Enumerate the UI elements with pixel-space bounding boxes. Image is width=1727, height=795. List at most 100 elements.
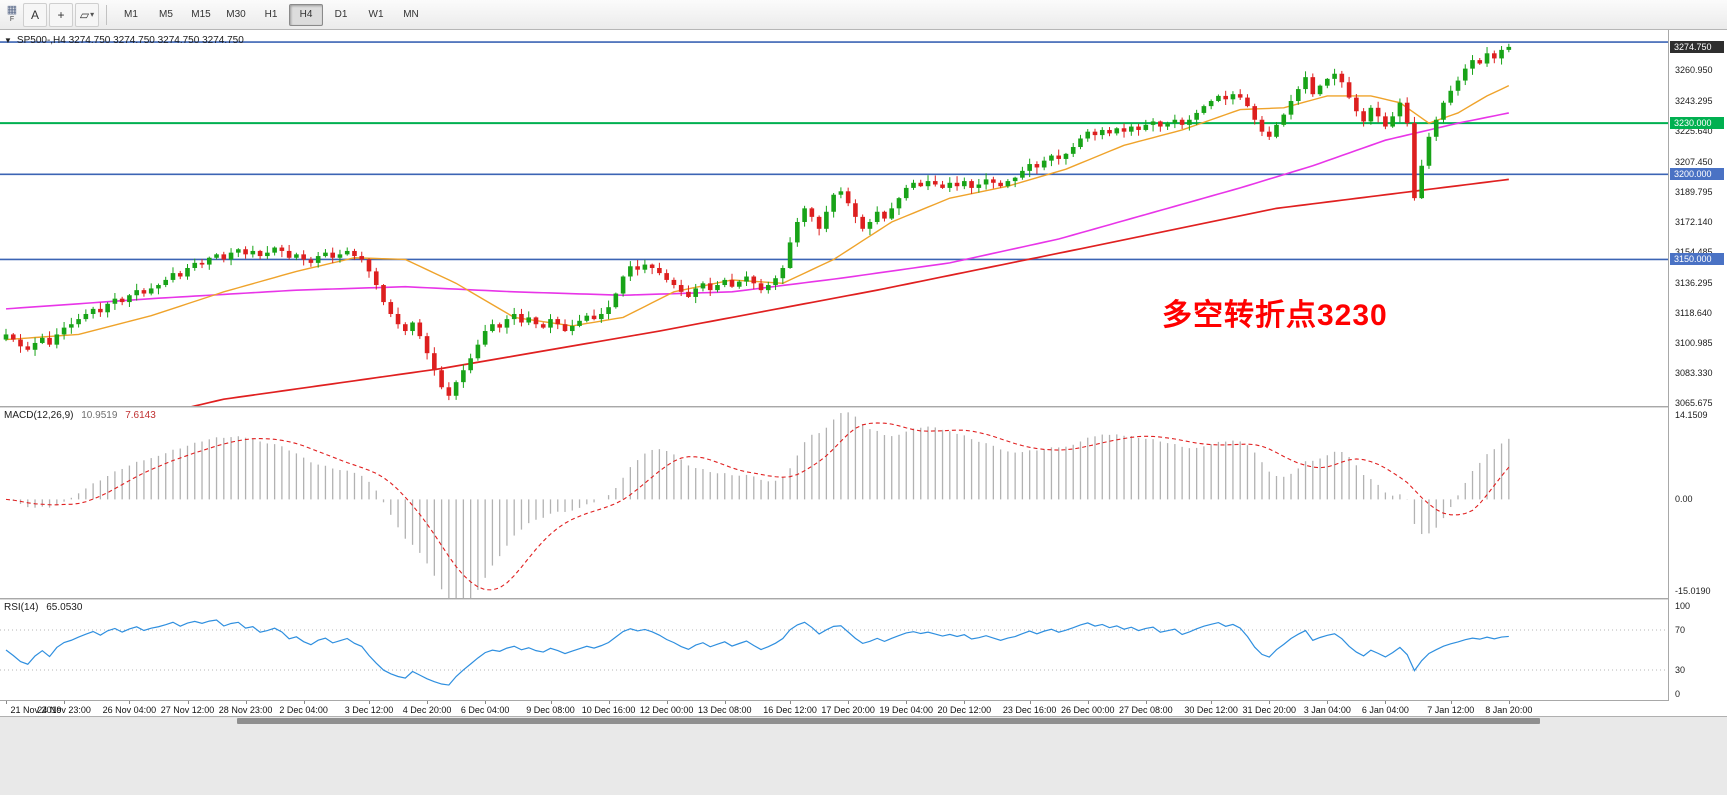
- time-label: 23 Dec 16:00: [1002, 705, 1057, 715]
- horizontal-scrollbar-thumb[interactable]: [237, 718, 1540, 724]
- text-label-icon: A: [30, 7, 39, 22]
- price-pane[interactable]: ▼ SP500-,H4 3274.750 3274.750 3274.750 3…: [0, 32, 1668, 406]
- time-tick: [1269, 701, 1271, 704]
- time-tick: [906, 701, 908, 704]
- chart-window[interactable]: ▼ SP500-,H4 3274.750 3274.750 3274.750 3…: [0, 30, 1727, 716]
- time-label: 21 Nov 2019: [10, 705, 62, 715]
- rsi-name: RSI(14): [4, 602, 39, 613]
- time-label: 10 Dec 16:00: [581, 705, 636, 715]
- time-tick: [550, 701, 552, 704]
- scale-label: 3154.485: [1675, 246, 1713, 257]
- pane-separator[interactable]: [0, 598, 1727, 600]
- time-label: 2 Dec 04:00: [279, 705, 328, 715]
- timeframe-d1-button[interactable]: D1: [334, 9, 348, 20]
- symbol-header: ▼ SP500-,H4 3274.750 3274.750 3274.750 3…: [4, 35, 244, 46]
- time-tick: [187, 701, 189, 704]
- time-tick: [1029, 701, 1031, 704]
- price-tag: 3150.000: [1670, 253, 1724, 266]
- timeframe-mn-button[interactable]: MN: [403, 9, 419, 20]
- time-label: 28 Nov 23:00: [218, 705, 273, 715]
- toolbar: ▦ F A + ▱ ▾ M1 M5 M15 M30 H1 H4 D1 W1 MN: [0, 0, 1727, 30]
- timeframe-m30-button[interactable]: M30: [226, 9, 246, 20]
- rsi-canvas: [0, 619, 1668, 686]
- time-label: 16 Dec 12:00: [763, 705, 817, 715]
- time-label: 3 Dec 12:00: [344, 705, 394, 715]
- time-tick: [427, 701, 429, 704]
- time-label: 17 Dec 20:00: [821, 705, 875, 715]
- rsi-pane[interactable]: RSI(14) 65.0530: [0, 600, 1668, 700]
- scale-label: 3065.675: [1675, 398, 1713, 409]
- time-tick: [129, 701, 131, 704]
- time-label: 7 Jan 12:00: [1427, 705, 1475, 715]
- scale-label: 3118.640: [1675, 307, 1712, 318]
- scale-label: 100: [1675, 601, 1691, 611]
- timeframe-w1-button[interactable]: W1: [368, 9, 384, 20]
- macd-pane[interactable]: MACD(12,26,9) 10.9519 7.6143: [0, 408, 1668, 598]
- scale-label: 3100.985: [1675, 337, 1713, 348]
- bottom-strip: [0, 716, 1727, 795]
- time-tick: [666, 701, 668, 704]
- timeframe-m15-button[interactable]: M15: [191, 9, 211, 20]
- chevron-down-icon: ▾: [90, 10, 95, 19]
- time-tick: [1087, 701, 1089, 704]
- macd-signal-value: 7.6143: [125, 410, 156, 421]
- time-tick: [303, 701, 305, 704]
- pane-separator[interactable]: [0, 406, 1727, 408]
- time-label: 13 Dec 08:00: [697, 705, 752, 715]
- time-tick: [485, 701, 487, 704]
- price-scale-border: [1668, 30, 1669, 701]
- time-label: 24 Nov 23:00: [37, 705, 91, 715]
- time-label: 26 Dec 00:00: [1060, 705, 1115, 715]
- scale-label: 0: [1675, 689, 1681, 699]
- time-label: 27 Nov 12:00: [160, 705, 215, 715]
- scale-label: 3083.330: [1675, 368, 1713, 379]
- macd-canvas: [5, 412, 1510, 598]
- time-tick: [1385, 701, 1387, 704]
- one-click-toggle-icon[interactable]: ▼: [4, 36, 12, 45]
- timeframe-m5-button[interactable]: M5: [159, 9, 173, 20]
- windows-grid-icon[interactable]: ▦: [6, 3, 18, 16]
- time-tick: [1145, 701, 1147, 704]
- scale-label: 3136.295: [1675, 277, 1713, 288]
- time-label: 30 Dec 12:00: [1184, 705, 1238, 715]
- pane-separator: [0, 700, 1727, 701]
- scale-label: 3172.140: [1675, 216, 1713, 227]
- time-tick: [1508, 701, 1510, 704]
- rsi-value: 65.0530: [46, 602, 83, 613]
- scale-label: 70: [1675, 625, 1686, 635]
- text-label-button[interactable]: A: [23, 2, 47, 27]
- scale-label: -15.0190: [1675, 586, 1711, 596]
- timeframe-m1-button[interactable]: M1: [124, 9, 138, 20]
- time-tick: [1327, 701, 1329, 704]
- rsi-label: RSI(14) 65.0530: [4, 602, 82, 613]
- timeframe-h1-button[interactable]: H1: [264, 9, 278, 20]
- price-scale[interactable]: 3260.950 3243.295 3225.640 3207.450 3189.795…: [1669, 30, 1727, 701]
- time-tick: [790, 701, 792, 704]
- flag-icon: F: [9, 15, 15, 23]
- price-tag: 3230.000: [1670, 117, 1724, 130]
- time-tick: [369, 701, 370, 704]
- time-tick: [724, 701, 726, 704]
- scale-label: 14.1509: [1675, 410, 1708, 420]
- crosshair-button[interactable]: +: [49, 2, 73, 27]
- time-tick: [848, 701, 850, 704]
- time-tick: [64, 701, 66, 704]
- scale-label: 3207.450: [1675, 156, 1713, 167]
- time-axis[interactable]: 21 Nov 2019 24 Nov 23:00 26 Nov 04:00 27 No…: [0, 701, 1668, 716]
- macd-main-value: 10.9519: [81, 410, 118, 421]
- shapes-dropdown-button[interactable]: ▱ ▾: [75, 2, 99, 27]
- price-tag: 3200.000: [1670, 168, 1724, 181]
- time-tick: [1450, 701, 1452, 704]
- timeframe-h4-button[interactable]: H4: [289, 3, 323, 26]
- price-tag: 3274.750: [1670, 40, 1724, 53]
- symbol-ohlc-text: SP500-,H4 3274.750 3274.750 3274.750 327…: [16, 35, 244, 46]
- scale-label: 3189.795: [1675, 186, 1713, 197]
- time-label: 6 Dec 04:00: [460, 705, 510, 715]
- toolbar-left-icons: ▦ F: [3, 3, 21, 25]
- time-tick: [608, 701, 610, 704]
- time-label: 8 Jan 20:00: [1485, 705, 1533, 715]
- time-label: 6 Jan 04:00: [1361, 705, 1409, 715]
- shapes-icon: ▱: [79, 7, 90, 22]
- macd-name: MACD(12,26,9): [4, 410, 74, 421]
